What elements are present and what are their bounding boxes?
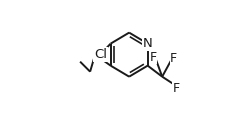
Text: F: F bbox=[173, 82, 180, 95]
Text: N: N bbox=[143, 37, 152, 50]
Text: Cl: Cl bbox=[94, 48, 107, 61]
Text: F: F bbox=[150, 51, 157, 64]
Text: F: F bbox=[170, 52, 177, 65]
